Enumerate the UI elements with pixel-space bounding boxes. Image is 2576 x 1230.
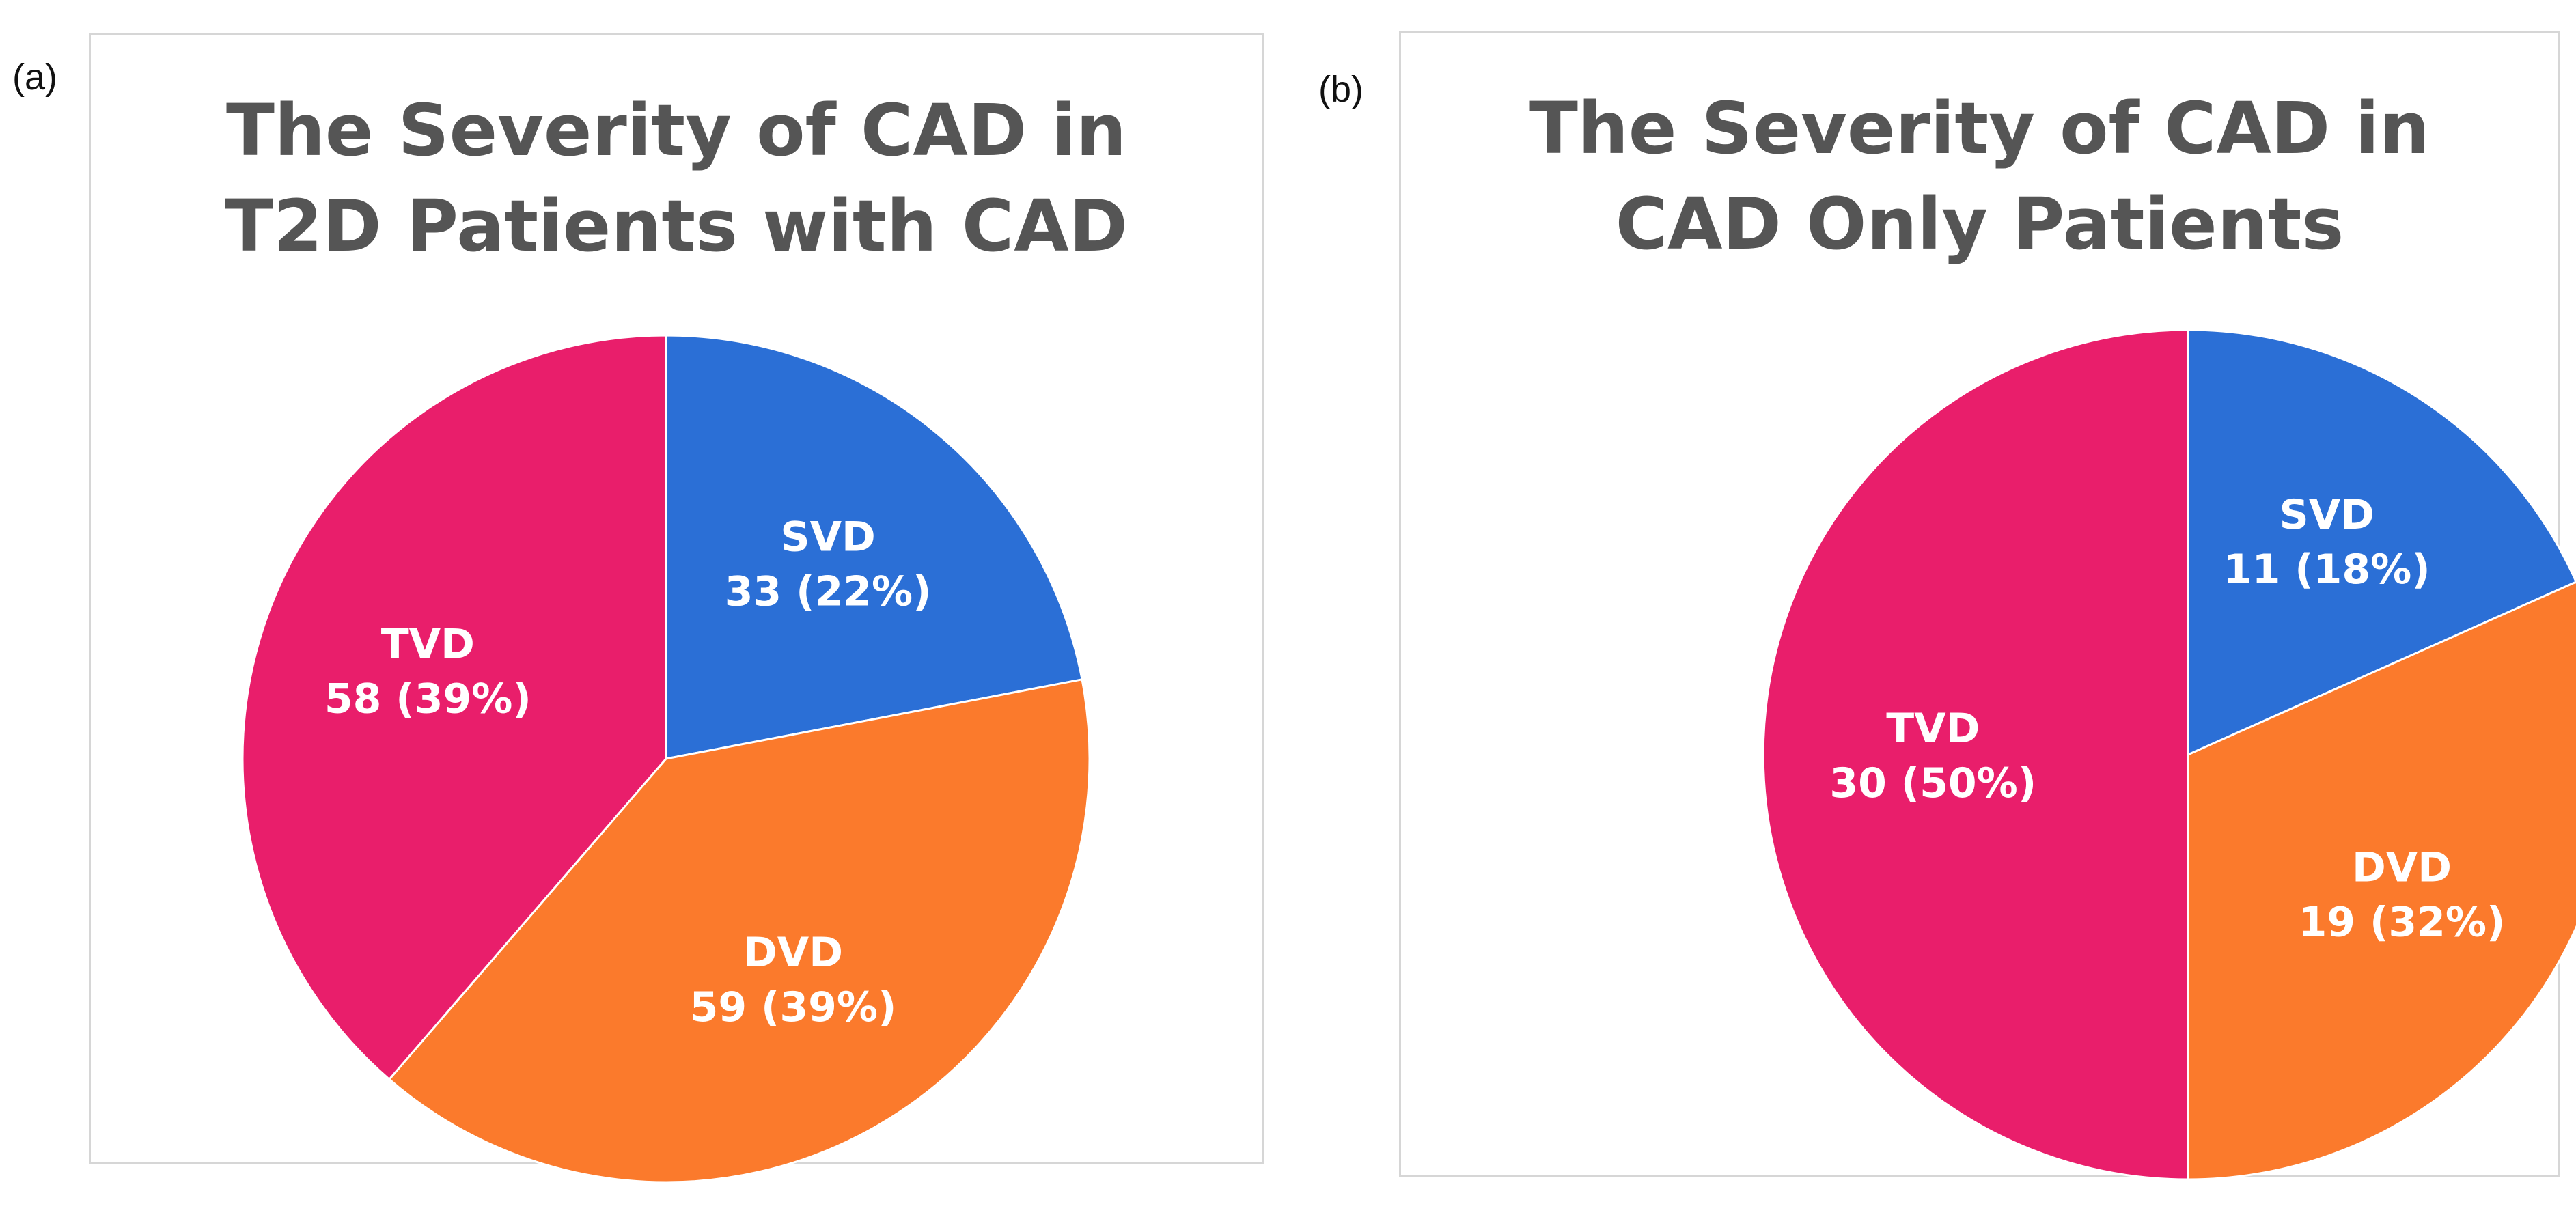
pie-slice-dvd [2187, 581, 2576, 1181]
slice-category-label: TVD [1886, 705, 1980, 753]
chart-b-title-line-2: CAD Only Patients [1615, 182, 2344, 266]
panel-b-label: (b) [1318, 69, 1363, 110]
pie-chart-a: SVD 33 (22%) DVD 59 (39%) TVD 58 (39%) [241, 334, 1091, 1184]
slice-category-label: DVD [2352, 843, 2452, 891]
panel-a-label: (a) [12, 57, 57, 98]
chart-a-title-line-1: The Severity of CAD in [225, 89, 1127, 172]
slice-value-label: 33 (22%) [725, 568, 932, 615]
slice-value-label: 30 (50%) [1829, 759, 2036, 807]
slice-value-label: 58 (39%) [324, 675, 531, 723]
slice-category-label: DVD [743, 929, 843, 977]
chart-a-title-line-2: T2D Patients with CAD [224, 184, 1128, 268]
pie-chart-b: SVD 11 (18%) DVD 19 (32%) TVD 30 (50%) [1762, 329, 2576, 1181]
slice-value-label: 59 (39%) [690, 983, 897, 1031]
slice-value-label: 19 (32%) [2299, 898, 2506, 946]
chart-b-title-line-1: The Severity of CAD in [1529, 87, 2430, 170]
pie-slice-svd [2187, 329, 2576, 757]
slice-category-label: SVD [780, 513, 875, 561]
slice-category-label: TVD [381, 620, 475, 668]
chart-panel-b: The Severity of CAD in CAD Only Patients… [1399, 31, 2576, 1181]
slice-category-label: SVD [2280, 491, 2374, 539]
pie-slice-tvd [241, 334, 667, 1081]
pie-slice-svd [665, 334, 1083, 760]
chart-panel-a: The Severity of CAD in T2D Patients with… [89, 33, 1264, 1184]
pie-slice-tvd [1762, 329, 2189, 1181]
pie-slice-dvd [387, 678, 1091, 1184]
slice-value-label: 11 (18%) [2224, 546, 2430, 593]
